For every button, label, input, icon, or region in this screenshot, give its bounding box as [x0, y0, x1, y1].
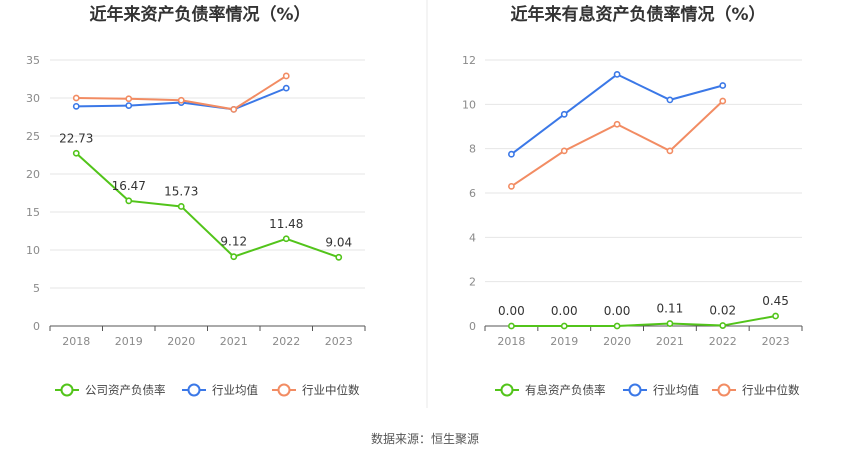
chart2-x-tick-label: 2019	[550, 335, 578, 348]
chart1-x-tick-label: 2018	[62, 335, 90, 348]
data-source-label: 数据来源：	[370, 432, 431, 446]
chart1-data-point	[125, 102, 133, 109]
chart2-legend-label: 行业均值	[653, 383, 699, 397]
chart2-y-tick-label: 6	[469, 187, 476, 200]
chart2-data-label: 0.00	[498, 304, 525, 318]
chart2-y-tick-label: 2	[469, 276, 476, 289]
chart1-data-label: 9.04	[325, 235, 352, 249]
chart2-y-tick-label: 10	[462, 98, 476, 111]
chart2-data-label: 0.11	[657, 302, 684, 316]
chart2-data-point	[508, 182, 515, 190]
chart2-data-point	[719, 97, 727, 105]
chart1-data-point	[230, 253, 238, 261]
chart1-data-point	[125, 197, 133, 205]
chart2-data-label: 0.00	[551, 304, 578, 318]
chart2-legend-label: 有息资产负债率	[525, 383, 606, 397]
chart1-data-point	[72, 94, 80, 102]
chart1-data-point	[177, 203, 185, 210]
chart2-y-tick-label: 12	[462, 54, 476, 67]
chart1-y-tick-label: 20	[26, 168, 40, 181]
chart1-data-point	[282, 84, 290, 92]
chart1-data-point	[72, 102, 80, 110]
chart2-data-point	[666, 96, 674, 104]
chart1-y-tick-label: 30	[26, 92, 40, 105]
chart2-data-point	[719, 82, 727, 89]
chart2-data-point	[666, 147, 674, 155]
chart2-title: 近年来有息资产负债率情况（%）	[510, 4, 765, 25]
chart2-x-tick-label: 2021	[656, 335, 684, 348]
chart2-data-point	[508, 322, 515, 330]
chart2-data-point	[560, 147, 568, 155]
chart2-series-line	[511, 315, 776, 327]
chart1-data-label: 11.48	[269, 217, 303, 231]
chart2-data-point	[613, 71, 621, 78]
chart1-x-tick-label: 2020	[167, 335, 195, 348]
data-source-note: 数据来源：恒生聚源	[0, 430, 850, 447]
chart2-data-point	[560, 110, 568, 118]
chart1-y-tick-label: 15	[26, 206, 40, 219]
chart2-x-tick-label: 2018	[497, 335, 525, 348]
chart1-data-point	[72, 149, 80, 157]
chart2-data-point	[613, 120, 621, 128]
chart2-x-tick-label: 2022	[709, 335, 737, 348]
chart1-title: 近年来资产负债率情况（%）	[89, 4, 310, 25]
chart2-series-line	[510, 100, 724, 188]
data-source-name: 恒生聚源	[431, 432, 480, 446]
chart1-series-line	[75, 152, 340, 259]
chart2-data-point	[666, 320, 674, 327]
chart1-y-tick-label: 35	[26, 54, 40, 67]
chart2-x-tick-label: 2020	[603, 335, 631, 348]
chart1-data-point	[125, 95, 133, 103]
chart1-x-tick-label: 2019	[115, 335, 143, 348]
chart1-x-tick-label: 2021	[220, 335, 248, 348]
chart1-y-tick-label: 25	[26, 130, 40, 143]
chart1-legend-marker	[60, 383, 74, 397]
chart1-legend-label: 行业中位数	[302, 383, 360, 397]
chart2-data-point	[719, 322, 727, 329]
chart1-legend-label: 行业均值	[212, 383, 258, 397]
chart2-data-label: 0.00	[604, 304, 631, 318]
chart2-legend-marker	[500, 383, 514, 397]
chart2-data-label: 0.45	[762, 294, 789, 308]
chart1-data-point	[335, 253, 343, 261]
chart2-data-label: 0.02	[709, 304, 736, 318]
chart1-data-label: 15.73	[164, 184, 198, 198]
chart1-data-label: 9.12	[220, 235, 247, 249]
chart2-data-point	[613, 322, 621, 330]
chart2-series-line	[510, 73, 724, 156]
chart1-legend-marker	[187, 383, 201, 397]
chart1-data-point	[177, 96, 185, 104]
chart1-legend-label: 公司资产负债率	[85, 383, 166, 397]
chart2-legend-marker	[717, 383, 731, 397]
chart2-x-tick-label: 2023	[762, 335, 790, 348]
chart2-data-point	[772, 312, 779, 320]
chart2-legend-label: 行业中位数	[742, 383, 800, 397]
chart1-y-tick-label: 5	[33, 282, 40, 295]
chart1-data-point	[282, 72, 290, 80]
chart1-x-tick-label: 2022	[272, 335, 300, 348]
chart1-data-point	[230, 106, 238, 113]
chart1-y-tick-label: 10	[26, 244, 40, 257]
chart2-data-point	[508, 150, 515, 158]
chart1-y-tick-label: 0	[33, 320, 40, 333]
chart2-y-tick-label: 8	[469, 143, 476, 156]
chart2-data-point	[560, 322, 568, 330]
chart1-data-point	[282, 235, 290, 243]
chart1-data-label: 16.47	[112, 179, 146, 193]
chart2-y-tick-label: 0	[469, 320, 476, 333]
chart1-x-tick-label: 2023	[325, 335, 353, 348]
chart1-legend-marker	[277, 383, 291, 397]
chart2-y-tick-label: 4	[469, 231, 476, 244]
chart2-legend-marker	[628, 383, 642, 397]
chart1-data-label: 22.73	[59, 131, 93, 145]
